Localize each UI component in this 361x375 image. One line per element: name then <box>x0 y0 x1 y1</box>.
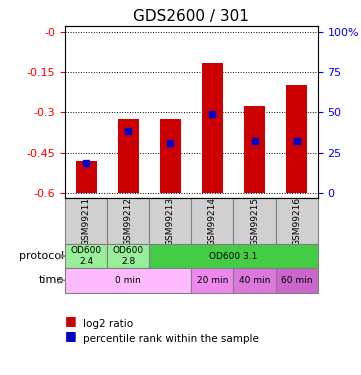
Text: GSM99212: GSM99212 <box>124 197 132 246</box>
Text: log2 ratio: log2 ratio <box>83 320 133 329</box>
FancyBboxPatch shape <box>275 268 318 292</box>
Bar <box>75 161 96 193</box>
FancyBboxPatch shape <box>107 244 149 268</box>
Text: ■: ■ <box>65 329 77 342</box>
FancyBboxPatch shape <box>275 198 318 244</box>
FancyBboxPatch shape <box>65 268 191 292</box>
Text: GSM99213: GSM99213 <box>166 196 175 246</box>
Text: GSM99214: GSM99214 <box>208 197 217 246</box>
Text: protocol: protocol <box>19 251 64 261</box>
Text: OD600
2.4: OD600 2.4 <box>70 246 101 266</box>
FancyBboxPatch shape <box>191 268 234 292</box>
Text: 40 min: 40 min <box>239 276 270 285</box>
FancyBboxPatch shape <box>191 198 234 244</box>
Text: OD600 3.1: OD600 3.1 <box>209 252 258 261</box>
Text: GSM99211: GSM99211 <box>82 196 91 246</box>
Text: GSM99216: GSM99216 <box>292 196 301 246</box>
FancyBboxPatch shape <box>234 198 275 244</box>
Text: ■: ■ <box>65 314 77 327</box>
Text: GSM99215: GSM99215 <box>250 196 259 246</box>
Bar <box>118 119 139 193</box>
Text: time: time <box>39 275 64 285</box>
FancyBboxPatch shape <box>107 198 149 244</box>
Text: percentile rank within the sample: percentile rank within the sample <box>83 334 259 344</box>
FancyBboxPatch shape <box>149 244 318 268</box>
Bar <box>160 119 181 193</box>
Bar <box>244 106 265 193</box>
Text: 0 min: 0 min <box>115 276 141 285</box>
Text: OD600
2.8: OD600 2.8 <box>113 246 144 266</box>
Text: 60 min: 60 min <box>281 276 312 285</box>
FancyBboxPatch shape <box>65 198 107 244</box>
Title: GDS2600 / 301: GDS2600 / 301 <box>134 9 249 24</box>
Bar <box>202 63 223 193</box>
FancyBboxPatch shape <box>149 198 191 244</box>
Text: 20 min: 20 min <box>197 276 228 285</box>
FancyBboxPatch shape <box>234 268 275 292</box>
Bar <box>286 86 307 193</box>
FancyBboxPatch shape <box>65 244 107 268</box>
